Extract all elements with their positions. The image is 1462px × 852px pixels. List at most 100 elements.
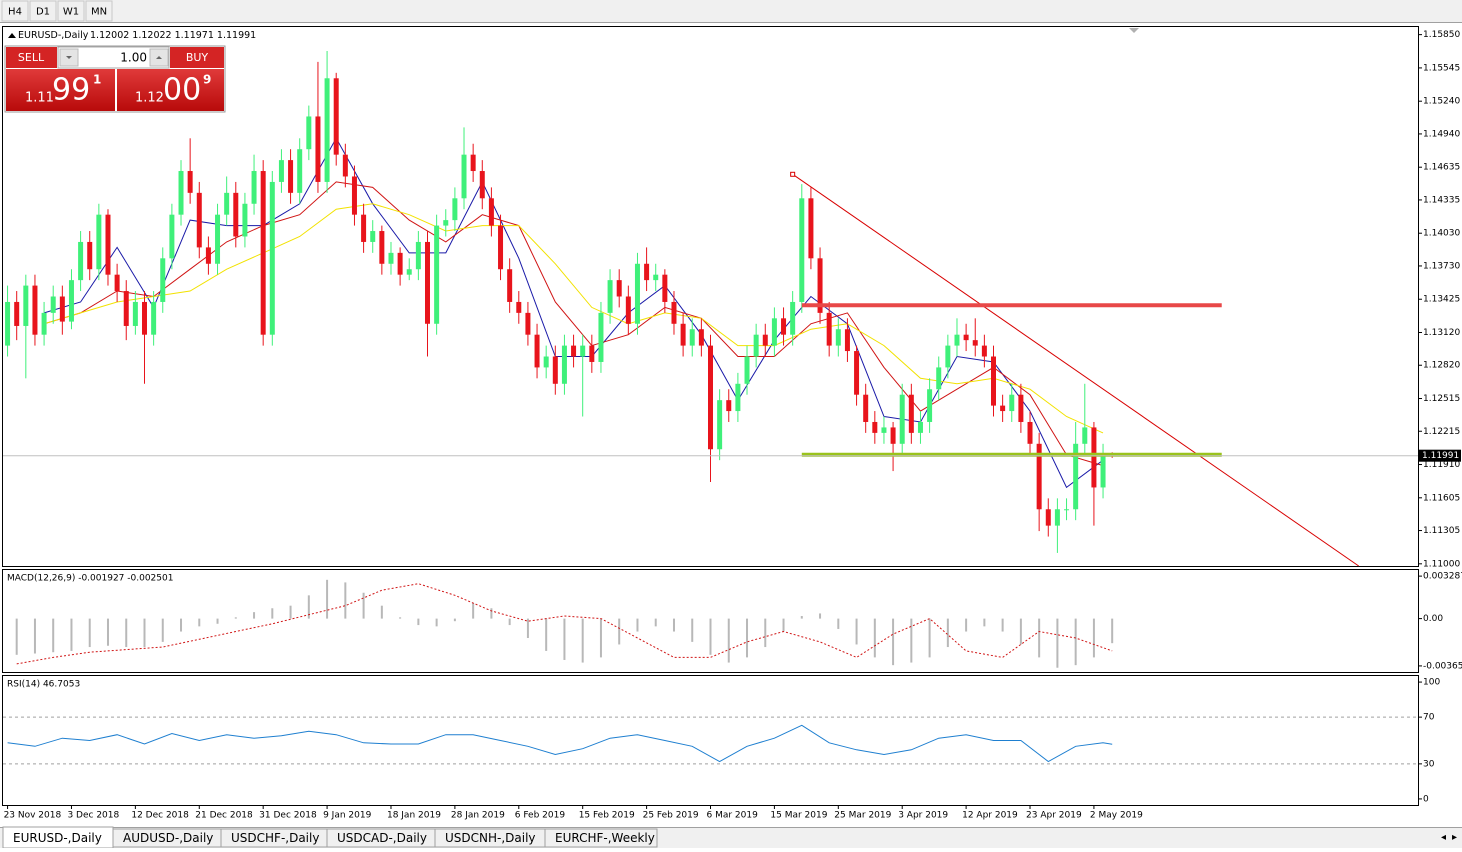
sell-label[interactable]: SELL (18, 51, 45, 64)
y-tick-label: 1.14940 (1423, 129, 1460, 139)
period-label[interactable]: W1 (63, 7, 79, 18)
candle-body (498, 225, 504, 270)
moving-average (43, 203, 1104, 434)
macd-bar (1019, 618, 1022, 645)
tab-label[interactable]: USDCNH-,Daily (445, 831, 536, 845)
candle-body (899, 394, 905, 444)
sell-button[interactable] (6, 47, 57, 68)
candle-body (333, 78, 339, 155)
macd-bar (216, 618, 219, 624)
candle-body (826, 312, 832, 346)
buy-label[interactable]: BUY (186, 51, 209, 64)
candle-body (744, 356, 750, 384)
candle-body (41, 312, 47, 335)
candle-body (735, 383, 741, 412)
tab-label[interactable]: USDCAD-,Daily (337, 831, 427, 845)
macd-bar (362, 592, 365, 619)
tab[interactable] (544, 828, 658, 848)
candle-body (251, 171, 257, 204)
candle-body (552, 356, 558, 384)
y-tick-label: 0.00 (1423, 614, 1443, 624)
macd-bar (782, 618, 785, 632)
period-button[interactable] (29, 0, 57, 22)
candle-body (269, 181, 275, 335)
candle-body (644, 263, 650, 281)
macd-bar (490, 608, 493, 619)
macd-bar (581, 618, 584, 663)
period-label[interactable]: H4 (8, 7, 22, 18)
macd-bar (800, 616, 803, 619)
y-tick-label: 1.11305 (1423, 526, 1460, 536)
tab-label[interactable]: AUDUSD-,Daily (123, 831, 213, 845)
macd-bar (253, 612, 256, 619)
candle-body (23, 285, 29, 326)
volume-box[interactable] (57, 46, 170, 69)
candle-body (1036, 443, 1042, 510)
y-tick-label: 1.15240 (1423, 97, 1460, 107)
candle-body (963, 334, 969, 341)
period-label[interactable]: D1 (36, 7, 50, 18)
collapse-icon[interactable] (8, 33, 16, 38)
tab-label[interactable]: EURCHF-,Weekly (555, 831, 655, 845)
x-tick-label: 12 Apr 2019 (962, 811, 1018, 821)
x-tick-label: 2 May 2019 (1090, 811, 1143, 821)
period-button[interactable] (1, 0, 29, 22)
one-click-trading: SELL 1.00 BUY 1.11 99 1 1.12 00 9 (4, 45, 226, 113)
candle-body (470, 154, 476, 172)
sell-price-prefix: 1.11 (25, 91, 54, 106)
candle-body (598, 312, 604, 362)
macd-bar (180, 618, 183, 632)
period-button[interactable] (85, 0, 113, 22)
buy-button[interactable] (170, 47, 224, 68)
candle-body (288, 160, 294, 193)
candle-body (1064, 509, 1070, 511)
volume-value[interactable]: 1.00 (120, 51, 147, 65)
candle-body (479, 171, 485, 199)
candle-body (1100, 454, 1106, 488)
candle-body (525, 312, 531, 335)
y-tick-label: 1.14030 (1423, 229, 1460, 239)
candle-body (160, 258, 166, 302)
y-tick-label: 1.12820 (1423, 361, 1460, 371)
tab-label[interactable]: USDCHF-,Daily (231, 831, 319, 845)
candle-body (50, 296, 56, 313)
x-tick-label: 31 Dec 2018 (259, 811, 317, 821)
period-button[interactable] (57, 0, 85, 22)
candle-body (370, 231, 376, 242)
macd-bar (1038, 618, 1041, 658)
macd-bar (983, 618, 986, 627)
candle-body (169, 214, 175, 259)
toolbar (0, 0, 1462, 22)
candle-body (443, 220, 449, 226)
rsi-frame (2, 675, 1419, 806)
x-tick-label: 3 Dec 2018 (67, 811, 119, 821)
candle-body (488, 198, 494, 226)
y-tick-label: 1.12515 (1423, 394, 1460, 404)
candle-body (580, 345, 586, 357)
candle-body (123, 291, 129, 326)
y-tick-label: -0.003659 (1423, 661, 1462, 671)
macd-bar (1074, 618, 1077, 666)
x-tick-label: 15 Mar 2019 (770, 811, 827, 821)
scroll-left[interactable]: ◂ (1441, 832, 1446, 843)
macd-frame (2, 569, 1419, 673)
macd-bar (307, 595, 310, 619)
sell-price-box[interactable] (6, 69, 115, 111)
scroll-right[interactable]: ▸ (1452, 832, 1457, 843)
macd-bar (1092, 618, 1095, 658)
candle-body (808, 198, 814, 259)
x-tick-label: 12 Dec 2018 (131, 811, 189, 821)
shift-marker (1129, 28, 1139, 33)
period-label[interactable]: MN (91, 7, 107, 18)
moving-average (43, 137, 1104, 489)
candle-body (87, 241, 93, 270)
candle-body (151, 301, 157, 335)
y-tick-label: 100 (1423, 678, 1440, 688)
ohlc-text: 1.12002 1.12022 1.11971 1.11991 (90, 30, 256, 41)
tab-label[interactable]: EURUSD-,Daily (13, 831, 102, 845)
buy-price-box[interactable] (117, 69, 224, 111)
candle-body (306, 116, 312, 150)
macd-bar (636, 618, 639, 632)
candle-body (571, 345, 577, 357)
